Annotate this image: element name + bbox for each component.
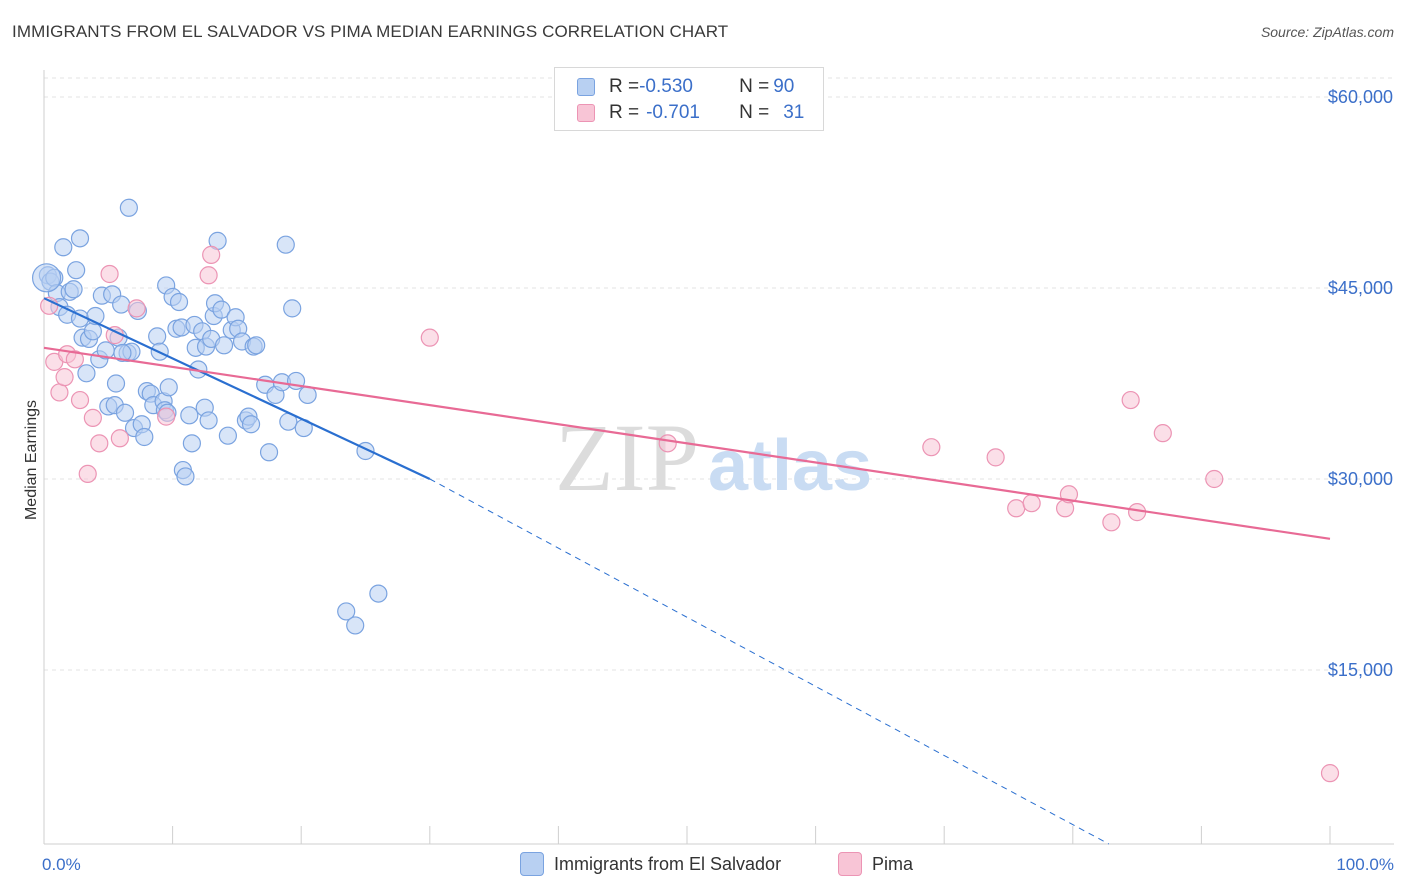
data-point-pima <box>70 390 90 410</box>
legend-n-value: 90 <box>773 76 795 97</box>
data-point-el-salvador <box>241 415 261 434</box>
x-tick-label: 0.0% <box>42 855 81 874</box>
legend-r-value: -0.530 <box>639 76 693 97</box>
data-point-el-salvador <box>182 434 201 453</box>
data-point-el-salvador <box>369 584 388 603</box>
legend-n-label: N = <box>739 102 770 123</box>
data-point-el-salvador <box>113 343 132 363</box>
legend-swatch-blue <box>577 78 595 96</box>
data-point-pima <box>65 350 84 369</box>
y-tick-label: $30,000 <box>1328 469 1393 489</box>
y-axis-label: Median Earnings <box>23 400 40 520</box>
data-point-el-salvador <box>259 443 279 462</box>
data-point-pima <box>658 434 677 453</box>
data-point-pima <box>922 438 941 457</box>
data-point-pima <box>157 407 176 426</box>
data-point-el-salvador <box>135 427 154 447</box>
data-point-pima <box>1022 494 1041 513</box>
y-tick-label: $60,000 <box>1328 87 1393 107</box>
data-point-el-salvador <box>112 295 131 314</box>
data-point-pima <box>1205 469 1224 489</box>
data-points <box>31 198 1340 783</box>
y-tick-label: $15,000 <box>1328 660 1393 680</box>
legend-n-label: N = <box>739 76 770 97</box>
data-point-pima <box>127 299 146 318</box>
bottom-legend-swatch-pink <box>838 852 862 876</box>
trend-line-el-salvador <box>43 297 431 480</box>
tick-labels: $15,000 $30,000 $45,000 $60,000 0.0% 100.0% <box>42 87 1394 874</box>
data-point-el-salvador <box>176 467 195 486</box>
legend-n-value: 31 <box>783 102 805 123</box>
watermark-zip: ZIP <box>555 404 699 511</box>
data-point-el-salvador <box>83 322 102 341</box>
data-point-el-salvador <box>283 299 302 318</box>
data-point-el-salvador <box>67 261 86 280</box>
x-tick-label: 100.0% <box>1336 855 1394 874</box>
data-point-el-salvador <box>77 364 96 383</box>
legend-r-label: R = <box>609 102 640 123</box>
legend-r-label: R = <box>609 76 640 97</box>
y-tick-label: $45,000 <box>1328 278 1393 298</box>
trend-line-el-salvador-extrapolated <box>429 478 1110 845</box>
data-point-el-salvador <box>247 336 266 355</box>
data-point-el-salvador <box>119 198 138 217</box>
bottom-legend-el-salvador: Immigrants from El Salvador <box>520 852 781 876</box>
data-point-el-salvador <box>159 378 178 397</box>
legend-r-value: -0.701 <box>646 102 700 123</box>
correlation-legend: R = -0.530 N = 90 R = -0.701 N = 31 <box>554 67 824 131</box>
data-point-el-salvador <box>346 616 365 635</box>
data-point-pima <box>420 328 439 347</box>
data-point-pima <box>50 383 69 402</box>
data-point-pima <box>1153 424 1172 443</box>
legend-row-el-salvador: R = -0.530 N = 90 <box>577 75 794 99</box>
bottom-legend-pima: Pima <box>838 852 913 876</box>
data-point-el-salvador <box>214 336 234 355</box>
chart-title: IMMIGRANTS FROM EL SALVADOR VS PIMA MEDI… <box>12 22 729 41</box>
chart-source: Source: ZipAtlas.com <box>1260 24 1394 40</box>
data-point-el-salvador <box>276 235 295 254</box>
data-point-pima <box>90 434 109 453</box>
watermark: ZIP atlas <box>555 404 872 511</box>
data-point-el-salvador <box>54 238 73 257</box>
data-point-el-salvador <box>337 602 356 621</box>
data-point-pima <box>202 245 221 264</box>
data-point-el-salvador <box>169 292 189 312</box>
data-point-pima <box>110 429 129 448</box>
data-point-pima <box>100 264 119 284</box>
data-point-pima <box>199 266 218 285</box>
legend-row-pima: R = -0.701 N = 31 <box>577 101 804 125</box>
data-point-pima <box>1121 390 1140 410</box>
data-point-el-salvador <box>298 385 317 405</box>
data-point-pima <box>1102 513 1121 532</box>
data-point-el-salvador <box>199 411 218 430</box>
trend-lines <box>43 297 1331 845</box>
legend-swatch-pink <box>577 104 595 122</box>
data-point-el-salvador <box>106 374 126 393</box>
data-point-el-salvador <box>218 426 237 445</box>
axes <box>43 70 1394 845</box>
data-point-pima <box>986 448 1005 467</box>
bottom-legend-label: Immigrants from El Salvador <box>554 853 782 874</box>
watermark-atlas: atlas <box>708 426 872 506</box>
bottom-legend-swatch-blue <box>520 852 544 876</box>
data-point-el-salvador <box>115 403 135 422</box>
data-point-el-salvador <box>148 327 167 346</box>
data-point-pima <box>55 368 74 387</box>
data-point-el-salvador <box>31 263 62 293</box>
data-point-pima <box>1007 499 1026 518</box>
trend-line-pima <box>43 346 1331 540</box>
data-point-el-salvador <box>212 300 231 319</box>
data-point-el-salvador <box>180 406 199 425</box>
grid-lines <box>44 77 1394 671</box>
data-point-pima <box>78 464 97 484</box>
data-point-el-salvador <box>70 229 90 248</box>
data-point-pima <box>1320 764 1340 783</box>
data-point-el-salvador <box>64 280 83 299</box>
bottom-legend-label: Pima <box>872 853 914 874</box>
data-point-pima <box>83 408 102 427</box>
